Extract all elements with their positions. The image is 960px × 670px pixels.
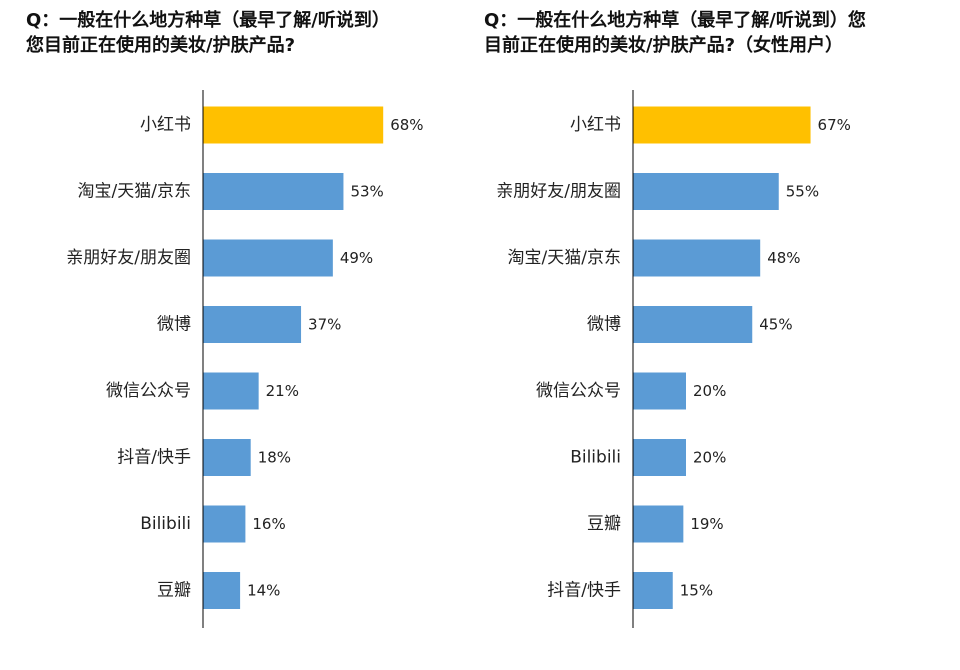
chart-left-bar [203, 439, 251, 476]
chart-left-category-label: 小红书 [140, 115, 191, 135]
chart-left-bar [203, 306, 302, 343]
chart-left-category-label: 豆瓣 [157, 581, 191, 601]
chart-left-category-label: 微信公众号 [106, 381, 191, 401]
chart-left-bar [203, 106, 384, 144]
chart-left-category-label: 亲朋好友/朋友圈 [66, 248, 191, 268]
chart-left-value-label: 68% [390, 116, 423, 134]
chart-left-bar [203, 572, 241, 609]
chart-left-category-label: 抖音/快手 [117, 448, 191, 468]
chart-right-category-label: 抖音/快手 [547, 581, 621, 601]
chart-right-category-label: 豆瓣 [587, 514, 621, 534]
chart-right-value-label: 19% [690, 515, 723, 533]
chart-right-title-line-2: 目前正在使用的美妆/护肤产品?（女性用户） [484, 34, 843, 56]
chart-left-marks: 小红书 68% 淘宝/天猫/京东 53% 亲朋好友/朋友圈 49% 微博 37% 微信公众号 21… [66, 90, 424, 628]
chart-left-value-label: 18% [258, 449, 291, 467]
chart-left-title-line-1: Q：一般在什么地方种草（最早了解/听说到） [26, 9, 390, 31]
chart-left-value-label: 21% [266, 382, 299, 400]
chart-left-value-label: 16% [252, 515, 285, 533]
chart-left-bar [203, 173, 344, 210]
chart-right-bar [633, 106, 811, 144]
chart-right-bar [633, 372, 686, 410]
chart-right-bar [633, 173, 779, 210]
chart-right-value-label: 20% [693, 382, 726, 400]
chart-right-value-label: 55% [786, 183, 819, 201]
chart-right-bar [633, 572, 673, 609]
chart-right-category-label: 亲朋好友/朋友圈 [496, 182, 621, 202]
chart-left-bar [203, 239, 333, 277]
chart-right-value-label: 20% [693, 449, 726, 467]
chart-left-category-label: 淘宝/天猫/京东 [78, 182, 191, 202]
chart-right-value-label: 48% [767, 249, 800, 267]
chart-left-bar [203, 372, 259, 410]
chart-left-category-label: 微博 [157, 315, 191, 335]
chart-right-value-label: 15% [680, 582, 713, 600]
chart-left-value-label: 37% [308, 316, 341, 334]
chart-right-value-label: 67% [818, 116, 851, 134]
chart-right-category-label: 微博 [587, 315, 621, 335]
chart-right-bar [633, 505, 684, 543]
chart-left-bar [203, 505, 246, 543]
chart-right-bar [633, 306, 753, 343]
chart-right-value-label: 45% [759, 316, 792, 334]
chart-left-value-label: 14% [247, 582, 280, 600]
chart-right: Q：一般在什么地方种草（最早了解/听说到）您 目前正在使用的美妆/护肤产品?（女… [484, 9, 866, 628]
chart-right-title-line-1: Q：一般在什么地方种草（最早了解/听说到）您 [484, 9, 866, 31]
chart-right-category-label: 微信公众号 [536, 381, 621, 401]
chart-left: Q：一般在什么地方种草（最早了解/听说到） 您目前正在使用的美妆/护肤产品? 小… [26, 9, 424, 628]
chart-right-category-label: 淘宝/天猫/京东 [508, 248, 621, 268]
chart-left-value-label: 49% [340, 249, 373, 267]
chart-right-marks: 小红书 67% 亲朋好友/朋友圈 55% 淘宝/天猫/京东 48% 微博 45% 微信公众号 20… [496, 90, 851, 628]
chart-left-title-line-2: 您目前正在使用的美妆/护肤产品? [26, 34, 295, 56]
chart-right-category-label: Bilibili [570, 448, 621, 468]
chart-right-category-label: 小红书 [570, 115, 621, 135]
chart-left-value-label: 53% [350, 183, 383, 201]
chart-left-category-label: Bilibili [140, 514, 191, 534]
chart-right-bar [633, 239, 761, 277]
chart-right-bar [633, 439, 686, 476]
